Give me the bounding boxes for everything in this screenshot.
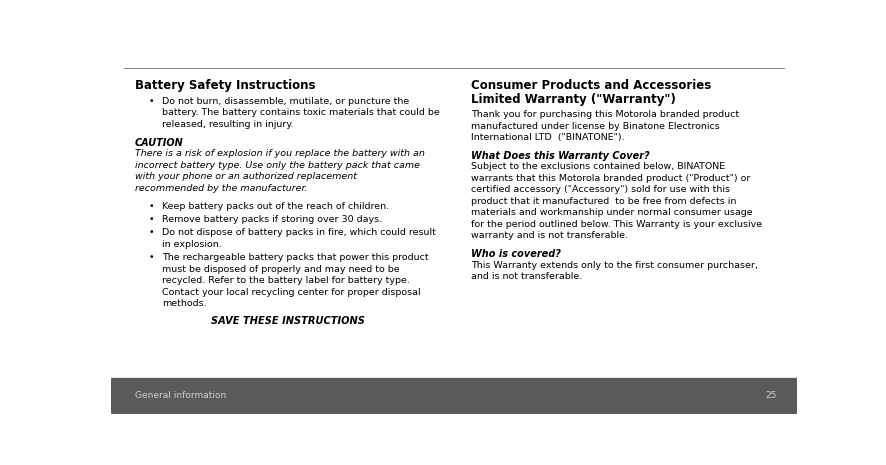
Text: •: •: [149, 228, 154, 237]
Text: Limited Warranty ("Warranty"): Limited Warranty ("Warranty"): [471, 93, 676, 106]
Text: in explosion.: in explosion.: [162, 240, 222, 249]
Text: warrants that this Motorola branded product ("Product") or: warrants that this Motorola branded prod…: [471, 174, 750, 183]
Text: Subject to the exclusions contained below, BINATONE: Subject to the exclusions contained belo…: [471, 162, 726, 172]
Text: CAUTION: CAUTION: [135, 138, 183, 148]
Text: •: •: [149, 215, 154, 224]
Text: 25: 25: [766, 392, 777, 400]
Text: released, resulting in injury.: released, resulting in injury.: [162, 120, 294, 129]
Text: must be disposed of properly and may need to be: must be disposed of properly and may nee…: [162, 265, 400, 273]
Text: Consumer Products and Accessories: Consumer Products and Accessories: [471, 79, 711, 92]
Text: General information: General information: [135, 392, 226, 400]
Text: warranty and is not transferable.: warranty and is not transferable.: [471, 231, 628, 240]
Text: Do not dispose of battery packs in fire, which could result: Do not dispose of battery packs in fire,…: [162, 228, 436, 237]
Text: Remove battery packs if storing over 30 days.: Remove battery packs if storing over 30 …: [162, 215, 383, 224]
Text: SAVE THESE INSTRUCTIONS: SAVE THESE INSTRUCTIONS: [211, 316, 364, 326]
Bar: [111, 378, 797, 414]
Text: •: •: [149, 253, 154, 262]
Text: There is a risk of explosion if you replace the battery with an: There is a risk of explosion if you repl…: [135, 149, 424, 158]
Text: Thank you for purchasing this Motorola branded product: Thank you for purchasing this Motorola b…: [471, 110, 739, 119]
Text: incorrect battery type. Use only the battery pack that came: incorrect battery type. Use only the bat…: [135, 161, 420, 170]
Text: methods.: methods.: [162, 299, 206, 308]
Text: International LTD  ("BINATONE").: International LTD ("BINATONE").: [471, 133, 625, 142]
Text: Battery Safety Instructions: Battery Safety Instructions: [135, 79, 315, 92]
Text: with your phone or an authorized replacement: with your phone or an authorized replace…: [135, 172, 357, 181]
Text: recommended by the manufacturer.: recommended by the manufacturer.: [135, 184, 307, 193]
Text: certified accessory ("Accessory") sold for use with this: certified accessory ("Accessory") sold f…: [471, 186, 730, 194]
Text: materials and workmanship under normal consumer usage: materials and workmanship under normal c…: [471, 208, 753, 217]
Text: for the period outlined below. This Warranty is your exclusive: for the period outlined below. This Warr…: [471, 220, 762, 229]
Text: Contact your local recycling center for proper disposal: Contact your local recycling center for …: [162, 287, 421, 297]
Text: •: •: [149, 201, 154, 211]
Text: battery. The battery contains toxic materials that could be: battery. The battery contains toxic mate…: [162, 108, 440, 118]
Text: Keep battery packs out of the reach of children.: Keep battery packs out of the reach of c…: [162, 201, 389, 211]
Text: Do not burn, disassemble, mutilate, or puncture the: Do not burn, disassemble, mutilate, or p…: [162, 97, 409, 106]
Text: The rechargeable battery packs that power this product: The rechargeable battery packs that powe…: [162, 253, 429, 262]
Text: Who is covered?: Who is covered?: [471, 249, 561, 259]
Text: What Does this Warranty Cover?: What Does this Warranty Cover?: [471, 151, 649, 161]
Text: •: •: [149, 97, 154, 106]
Text: This Warranty extends only to the first consumer purchaser,: This Warranty extends only to the first …: [471, 260, 758, 270]
Text: recycled. Refer to the battery label for battery type.: recycled. Refer to the battery label for…: [162, 276, 410, 285]
Text: and is not transferable.: and is not transferable.: [471, 272, 582, 281]
Text: manufactured under license by Binatone Electronics: manufactured under license by Binatone E…: [471, 122, 720, 131]
Text: product that it manufactured  to be free from defects in: product that it manufactured to be free …: [471, 197, 736, 206]
